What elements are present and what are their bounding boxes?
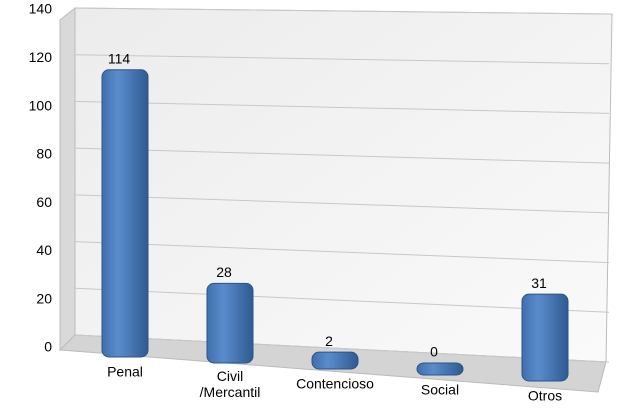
bar	[206, 282, 254, 364]
y-tick-label: 40	[36, 242, 52, 258]
value-label: 28	[216, 264, 232, 280]
grid-line	[74, 334, 610, 363]
y-tick-label: 80	[36, 146, 52, 162]
bar	[101, 69, 149, 358]
x-tick-label: Contencioso	[296, 376, 374, 392]
y-tick-label: 140	[29, 1, 53, 17]
y-tick-label: 100	[29, 97, 53, 113]
grid-line	[74, 54, 610, 65]
grid-line	[74, 7, 610, 15]
bar	[521, 293, 569, 382]
grid-line	[74, 147, 610, 164]
value-label: 0	[430, 344, 438, 360]
bar	[416, 362, 464, 376]
grid-line	[74, 241, 610, 264]
bar	[311, 351, 359, 370]
value-label: 2	[325, 333, 333, 349]
grid-line	[74, 194, 610, 214]
value-label: 31	[531, 275, 547, 291]
y-tick-label: 0	[44, 339, 52, 355]
value-label: 114	[108, 50, 131, 66]
y-tick-label: 20	[36, 290, 52, 306]
x-tick-label: Penal	[107, 364, 143, 380]
x-tick-label: Civil/Mercantil	[200, 368, 261, 400]
x-tick-label: Otros	[528, 388, 562, 404]
y-tick-label: 120	[29, 49, 53, 65]
side-wall	[59, 6, 76, 352]
y-tick-label: 60	[36, 194, 52, 210]
x-tick-label: Social	[421, 382, 459, 398]
grid-line	[74, 287, 610, 313]
grid-line	[74, 100, 610, 114]
